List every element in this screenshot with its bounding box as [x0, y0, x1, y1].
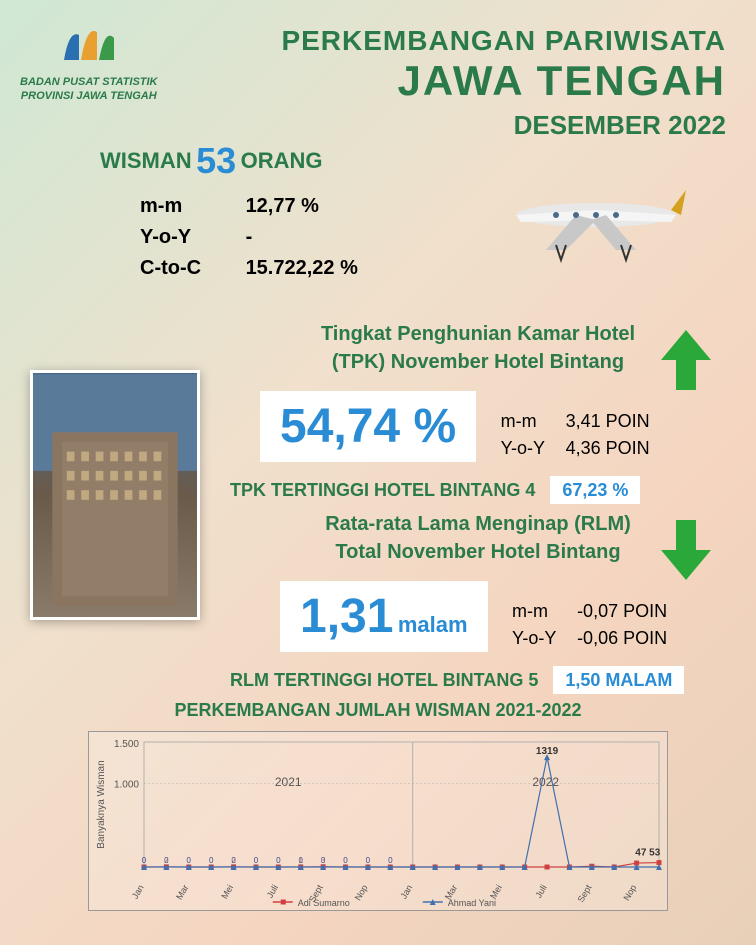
- title-block: PERKEMBANGAN PARIWISATA JAWA TENGAH DESE…: [281, 25, 726, 141]
- svg-text:0: 0: [388, 856, 393, 865]
- svg-text:Juli: Juli: [265, 883, 280, 900]
- tpk-value-box: 54,74 %: [260, 391, 476, 462]
- svg-text:1319: 1319: [536, 746, 559, 757]
- svg-text:Adi Sumarno: Adi Sumarno: [298, 898, 350, 908]
- wisman-unit: ORANG: [241, 148, 323, 173]
- tpk-value: 54,74 %: [280, 400, 456, 453]
- svg-text:Mar: Mar: [174, 883, 190, 901]
- rlm-highlight: RLM TERTINGGI HOTEL BINTANG 5 1,50 MALAM: [230, 670, 726, 691]
- chart-section: PERKEMBANGAN JUMLAH WISMAN 2021-2022 1.5…: [0, 700, 756, 911]
- airplane-icon: [496, 160, 696, 280]
- svg-text:0: 0: [321, 856, 326, 865]
- svg-text:0: 0: [254, 856, 259, 865]
- svg-text:2021: 2021: [275, 775, 302, 789]
- org-name-line1: BADAN PUSAT STATISTIK: [20, 75, 158, 89]
- arrow-down-icon: [656, 515, 716, 585]
- title-line1: PERKEMBANGAN PARIWISATA: [281, 25, 726, 57]
- change-value: 15.722,22 %: [246, 257, 396, 280]
- arrow-up-icon: [656, 325, 716, 395]
- svg-text:0: 0: [164, 856, 169, 865]
- svg-text:Sept: Sept: [576, 883, 594, 904]
- poin-value: -0,06 POIN: [577, 628, 667, 648]
- svg-text:2022: 2022: [532, 775, 559, 789]
- svg-text:1.500: 1.500: [114, 739, 139, 750]
- change-label: m-m: [140, 195, 240, 218]
- svg-text:0: 0: [142, 856, 147, 865]
- svg-text:0: 0: [299, 856, 304, 865]
- poin-row: Y-o-Y 4,36 POIN: [501, 438, 650, 459]
- svg-text:0: 0: [276, 856, 281, 865]
- rlm-highlight-value: 1,50 MALAM: [553, 666, 684, 694]
- org-header: BADAN PUSAT STATISTIK PROVINSI JAWA TENG…: [20, 20, 158, 104]
- rlm-poin-block: m-m -0,07 POIN Y-o-Y -0,06 POIN: [512, 601, 667, 655]
- rlm-value-box: 1,31 malam: [280, 581, 488, 652]
- poin-value: 3,41 POIN: [566, 411, 650, 431]
- change-value: -: [246, 226, 396, 249]
- rlm-value: 1,31: [300, 590, 393, 643]
- svg-text:Mei: Mei: [219, 883, 235, 901]
- poin-label: Y-o-Y: [512, 628, 572, 649]
- svg-text:Banyaknya Wisman: Banyaknya Wisman: [96, 760, 107, 848]
- tpk-poin-block: m-m 3,41 POIN Y-o-Y 4,36 POIN: [501, 411, 650, 465]
- org-name-line2: PROVINSI JAWA TENGAH: [20, 89, 158, 103]
- rlm-highlight-label: RLM TERTINGGI HOTEL BINTANG 5: [230, 670, 538, 690]
- svg-text:Jan: Jan: [130, 883, 146, 901]
- hotel-photo: [30, 370, 200, 620]
- rlm-title-line1: Rata-rata Lama Menginap (RLM): [230, 510, 726, 538]
- title-line3: DESEMBER 2022: [281, 110, 726, 141]
- tpk-highlight-label: TPK TERTINGGI HOTEL BINTANG 4: [230, 480, 535, 500]
- poin-value: 4,36 POIN: [566, 438, 650, 458]
- tpk-title: Tingkat Penghunian Kamar Hotel (TPK) Nov…: [230, 320, 726, 376]
- svg-text:Ahmad Yani: Ahmad Yani: [448, 898, 496, 908]
- wisman-chart: 1.5001.000Banyaknya Wisman20212022020020…: [88, 731, 668, 911]
- rlm-title: Rata-rata Lama Menginap (RLM) Total Nove…: [230, 510, 726, 566]
- tpk-highlight-value: 67,23 %: [550, 476, 640, 504]
- wisman-row: WISMAN 53 ORANG: [100, 140, 323, 182]
- svg-text:Jan: Jan: [399, 883, 415, 901]
- svg-text:Nop: Nop: [621, 883, 638, 902]
- poin-value: -0,07 POIN: [577, 601, 667, 621]
- poin-row: m-m 3,41 POIN: [501, 411, 650, 432]
- svg-text:0: 0: [366, 856, 371, 865]
- tpk-section: Tingkat Penghunian Kamar Hotel (TPK) Nov…: [230, 320, 726, 501]
- poin-label: m-m: [501, 411, 561, 432]
- rlm-title-line2: Total November Hotel Bintang: [230, 538, 726, 566]
- bps-logo-icon: [59, 20, 119, 70]
- change-value: 12,77 %: [246, 195, 396, 218]
- title-line2: JAWA TENGAH: [281, 57, 726, 105]
- poin-label: Y-o-Y: [501, 438, 561, 459]
- wisman-value: 53: [196, 140, 236, 181]
- svg-text:0: 0: [187, 856, 192, 865]
- poin-row: Y-o-Y -0,06 POIN: [512, 628, 667, 649]
- tpk-highlight: TPK TERTINGGI HOTEL BINTANG 4 67,23 %: [230, 480, 726, 501]
- poin-row: m-m -0,07 POIN: [512, 601, 667, 622]
- svg-text:47 53: 47 53: [635, 848, 660, 859]
- svg-text:Nop: Nop: [353, 883, 370, 902]
- change-label: C-to-C: [140, 257, 240, 280]
- wisman-label: WISMAN: [100, 148, 192, 173]
- change-row: Y-o-Y -: [140, 226, 396, 249]
- svg-text:Juli: Juli: [533, 883, 548, 900]
- change-row: C-to-C 15.722,22 %: [140, 257, 396, 280]
- change-row: m-m 12,77 %: [140, 195, 396, 218]
- tpk-title-line1: Tingkat Penghunian Kamar Hotel: [230, 320, 726, 348]
- rlm-section: Rata-rata Lama Menginap (RLM) Total Nove…: [230, 510, 726, 691]
- org-name: BADAN PUSAT STATISTIK PROVINSI JAWA TENG…: [20, 75, 158, 104]
- change-label: Y-o-Y: [140, 226, 240, 249]
- svg-text:0: 0: [209, 856, 214, 865]
- wisman-changes: m-m 12,77 % Y-o-Y - C-to-C 15.722,22 %: [140, 195, 396, 288]
- rlm-value-unit: malam: [398, 612, 468, 637]
- svg-text:1.000: 1.000: [114, 780, 139, 791]
- chart-title: PERKEMBANGAN JUMLAH WISMAN 2021-2022: [0, 700, 756, 721]
- tpk-title-line2: (TPK) November Hotel Bintang: [230, 348, 726, 376]
- poin-label: m-m: [512, 601, 572, 622]
- svg-text:0: 0: [343, 856, 348, 865]
- svg-text:0: 0: [231, 856, 236, 865]
